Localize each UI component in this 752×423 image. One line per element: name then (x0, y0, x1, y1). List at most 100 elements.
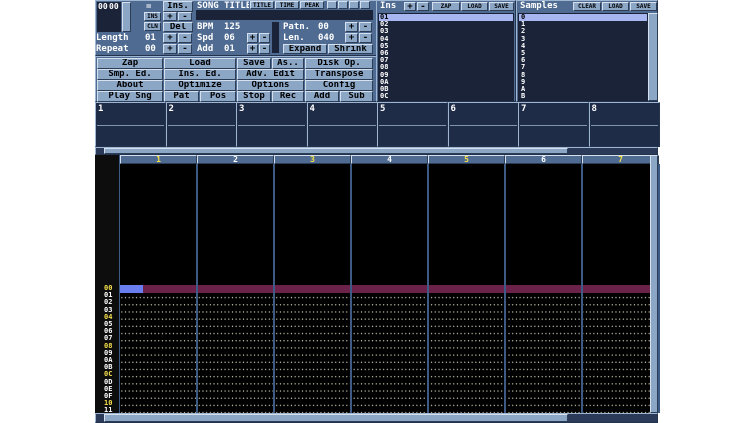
button[interactable]: - (417, 2, 429, 11)
instrument-number[interactable]: 0A (380, 78, 389, 86)
button[interactable]: PEAK (300, 1, 324, 9)
button[interactable]: Pos (200, 91, 236, 102)
scope[interactable] (95, 102, 166, 147)
button[interactable]: Stop (237, 91, 271, 102)
button[interactable]: Options (237, 80, 304, 91)
button[interactable]: CLN (144, 22, 161, 31)
button[interactable]: Zap (97, 58, 163, 69)
scope[interactable] (588, 102, 660, 147)
button[interactable]: - (178, 12, 192, 21)
button[interactable]: Transpose (305, 69, 373, 80)
button[interactable]: Adv. Edit (237, 69, 304, 80)
button[interactable]: LOAD (461, 2, 488, 11)
button[interactable]: CLEAR (573, 2, 601, 11)
channel-number: 6 (541, 155, 546, 164)
button[interactable]: INS (144, 12, 161, 21)
channel-header[interactable] (351, 155, 428, 164)
sample-number[interactable]: 9 (521, 78, 526, 86)
scope[interactable] (236, 102, 307, 147)
instrument-number[interactable]: 08 (380, 64, 389, 72)
instrument-highlight (379, 14, 513, 21)
instrument-number[interactable]: 01 (380, 14, 389, 21)
button[interactable]: Add (305, 91, 339, 102)
button[interactable] (360, 1, 370, 9)
button[interactable]: Sub (340, 91, 373, 102)
button[interactable]: + (345, 33, 358, 43)
row-number: 0A (104, 357, 113, 364)
sample-number[interactable]: 6 (521, 57, 526, 65)
instrument-number[interactable]: 06 (380, 50, 389, 57)
scope[interactable] (306, 102, 378, 147)
button[interactable]: Shrink (328, 44, 373, 54)
sample-number[interactable]: 0 (521, 14, 526, 21)
button[interactable]: Expand (283, 44, 327, 54)
sample-number[interactable]: 3 (521, 35, 526, 43)
button[interactable]: Disk Op. (305, 58, 373, 69)
button[interactable]: Ins. (163, 1, 193, 12)
button[interactable]: - (178, 33, 192, 43)
button[interactable]: TITLE (250, 1, 274, 9)
channel-header[interactable] (120, 155, 197, 164)
button[interactable]: Smp. Ed. (97, 69, 163, 80)
instrument-number[interactable]: 0C (380, 93, 389, 101)
button[interactable]: - (259, 44, 270, 54)
scope[interactable] (165, 102, 237, 147)
bottom-thumb (104, 414, 568, 422)
sample-number[interactable]: 4 (521, 42, 526, 50)
button[interactable]: About (97, 80, 163, 91)
instrument-number[interactable]: 03 (380, 28, 389, 36)
button[interactable]: Rec (272, 91, 304, 102)
button[interactable]: SAVE (489, 2, 514, 11)
channel-header[interactable] (505, 155, 582, 164)
instrument-number[interactable]: 05 (380, 42, 389, 50)
button[interactable]: LOAD (602, 2, 629, 11)
button[interactable]: + (163, 33, 177, 43)
instrument-number[interactable]: 07 (380, 57, 389, 65)
instrument-number[interactable]: 02 (380, 21, 389, 29)
sample-number[interactable]: 1 (521, 21, 526, 29)
button[interactable]: Save (237, 58, 271, 69)
channel-header[interactable] (197, 155, 274, 164)
button[interactable]: + (163, 44, 177, 54)
samples-title: Samples (520, 1, 558, 11)
instrument-number[interactable]: 0B (380, 86, 389, 93)
scope[interactable] (377, 102, 448, 147)
button[interactable] (338, 1, 348, 9)
button[interactable] (327, 1, 337, 9)
channel-header[interactable] (428, 155, 505, 164)
button[interactable]: - (359, 33, 372, 43)
sample-number[interactable]: 5 (521, 50, 526, 57)
sample-number[interactable]: 2 (521, 28, 526, 36)
button[interactable]: ZAP (432, 2, 460, 11)
instrument-number[interactable]: 09 (380, 71, 389, 79)
button[interactable]: Pat (164, 91, 199, 102)
button[interactable]: SAVE (630, 2, 657, 11)
sample-number[interactable]: 7 (521, 64, 526, 72)
button[interactable] (349, 1, 359, 9)
button[interactable]: + (163, 12, 177, 21)
button[interactable]: TIME (275, 1, 299, 9)
row-number: 00 (104, 285, 113, 292)
button[interactable]: Play Sng (97, 91, 163, 102)
button[interactable]: + (247, 44, 258, 54)
button[interactable]: Config (305, 80, 373, 91)
button[interactable]: - (178, 44, 192, 54)
sample-number[interactable]: B (521, 93, 526, 101)
button[interactable]: As.. (272, 58, 304, 69)
button[interactable]: Load (164, 58, 236, 69)
channel-header[interactable] (582, 155, 659, 164)
button[interactable]: Ins. Ed. (164, 69, 236, 80)
button[interactable]: Del (163, 22, 193, 32)
sample-number[interactable]: A (521, 86, 526, 93)
sample-number[interactable]: 8 (521, 71, 526, 79)
button[interactable]: + (247, 33, 258, 43)
position-scroll (122, 2, 131, 32)
button[interactable]: + (345, 22, 358, 32)
channel-header[interactable] (274, 155, 351, 164)
button[interactable]: Optimize (164, 80, 236, 91)
button[interactable]: - (259, 33, 270, 43)
instrument-number[interactable]: 04 (380, 35, 389, 43)
button[interactable]: + (404, 2, 416, 11)
button[interactable]: - (359, 22, 372, 32)
scope[interactable] (518, 102, 589, 147)
